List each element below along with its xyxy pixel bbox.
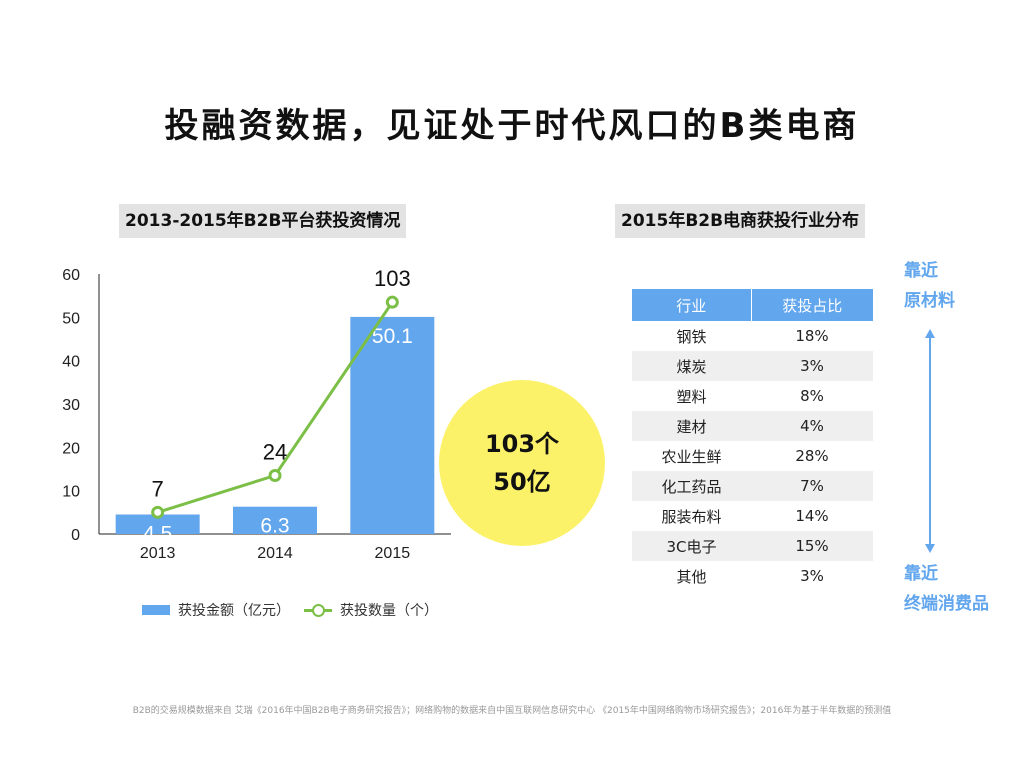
table-row: 塑料 8%	[632, 381, 873, 411]
share-cell: 18%	[795, 327, 829, 345]
x-tick-label: 2013	[140, 545, 176, 562]
x-tick-label: 2014	[257, 545, 293, 562]
table-row: 其他 3%	[632, 561, 873, 591]
count-point-2014	[268, 469, 282, 482]
circle-amount-text: 50亿	[493, 468, 551, 496]
legend-line-swatch	[304, 603, 332, 617]
share-cell: 3%	[751, 351, 873, 381]
side-label-raw-materials: 靠近 原材料	[904, 256, 955, 316]
share-cell: 28%	[795, 447, 829, 465]
table-row: 煤炭 3%	[632, 351, 873, 381]
table-row: 钢铁 18%	[632, 321, 873, 351]
share-cell: 4%	[751, 411, 873, 441]
bar-value-label: 50.1	[372, 325, 413, 348]
table-row: 建材 4%	[632, 411, 873, 441]
bar-value-label: 4.5	[143, 523, 172, 546]
chart-legend: 获投金额（亿元） 获投数量（个）	[142, 600, 438, 620]
industry-cell: 3C电子	[632, 531, 751, 561]
y-tick-label: 50	[62, 310, 80, 327]
y-tick-label: 60	[62, 267, 80, 284]
source-footnote: B2B的交易规模数据来自 艾瑞《2016年中国B2B电子商务研究报告》；网络购物…	[132, 706, 892, 716]
double-arrow-icon	[925, 329, 935, 553]
table-heading: 2015年B2B电商获投行业分布	[615, 204, 866, 238]
bar-value-label: 6.3	[260, 515, 289, 538]
count-value-label: 7	[152, 476, 164, 501]
y-tick-label: 30	[62, 397, 80, 414]
table-header-row: 行业 获投占比	[632, 289, 873, 321]
industry-cell: 农业生鲜	[661, 447, 722, 466]
side-bottom-line2: 终端消费品	[904, 594, 989, 614]
table-row: 农业生鲜 28%	[632, 441, 873, 471]
y-tick-label: 20	[62, 440, 80, 457]
x-tick-label: 2015	[375, 545, 411, 562]
legend-label-count: 获投数量（个）	[340, 603, 438, 619]
side-top-line2: 原材料	[904, 291, 955, 311]
count-value-label: 24	[263, 440, 287, 465]
legend-label-amount: 获投金额（亿元）	[178, 603, 290, 619]
industry-cell: 钢铁	[676, 327, 707, 346]
legend-item-amount: 获投金额（亿元）	[142, 600, 290, 620]
y-tick-label: 10	[62, 484, 80, 501]
industry-cell: 煤炭	[632, 351, 751, 381]
chart-heading: 2013-2015年B2B平台获投资情况	[119, 204, 407, 238]
table-row: 3C电子 15%	[632, 531, 873, 561]
page-title: 投融资数据，见证处于时代风口的B类电商	[164, 106, 860, 146]
circle-count-text: 103个	[484, 430, 560, 458]
side-top-line1: 靠近	[904, 261, 938, 281]
industry-cell: 其他	[676, 567, 707, 586]
count-point-2015	[385, 295, 399, 309]
share-cell: 15%	[751, 531, 873, 561]
bar-2013	[115, 514, 200, 534]
count-value-label: 103	[374, 266, 411, 291]
y-tick-label: 0	[71, 527, 80, 544]
table-row: 化工药品 7%	[632, 471, 873, 501]
industry-table: 行业 获投占比 钢铁 18% 煤炭 3% 塑料 8% 建材 4% 农业生鲜 28% 化工药…	[632, 289, 873, 591]
table-row: 服装布料 14%	[632, 501, 873, 531]
bar-2015	[350, 316, 435, 534]
highlight-circle: 103个 50亿	[439, 380, 605, 546]
legend-bar-swatch	[142, 605, 170, 615]
share-cell: 8%	[800, 387, 824, 405]
share-cell: 14%	[795, 507, 829, 525]
industry-cell: 塑料	[676, 387, 707, 406]
table-header-share: 获投占比	[751, 289, 873, 321]
table-header-industry: 行业	[632, 289, 752, 321]
count-point-2013	[151, 505, 165, 519]
y-tick-label: 40	[62, 354, 80, 371]
industry-cell: 建材	[632, 411, 751, 441]
bar-2014	[233, 506, 317, 534]
share-cell: 7%	[751, 471, 873, 501]
industry-cell: 化工药品	[632, 471, 751, 501]
side-label-consumer-goods: 靠近 终端消费品	[904, 559, 989, 619]
legend-item-count: 获投数量（个）	[304, 600, 438, 620]
side-bottom-line1: 靠近	[904, 564, 938, 584]
industry-cell: 服装布料	[661, 507, 722, 526]
share-cell: 3%	[800, 567, 824, 585]
